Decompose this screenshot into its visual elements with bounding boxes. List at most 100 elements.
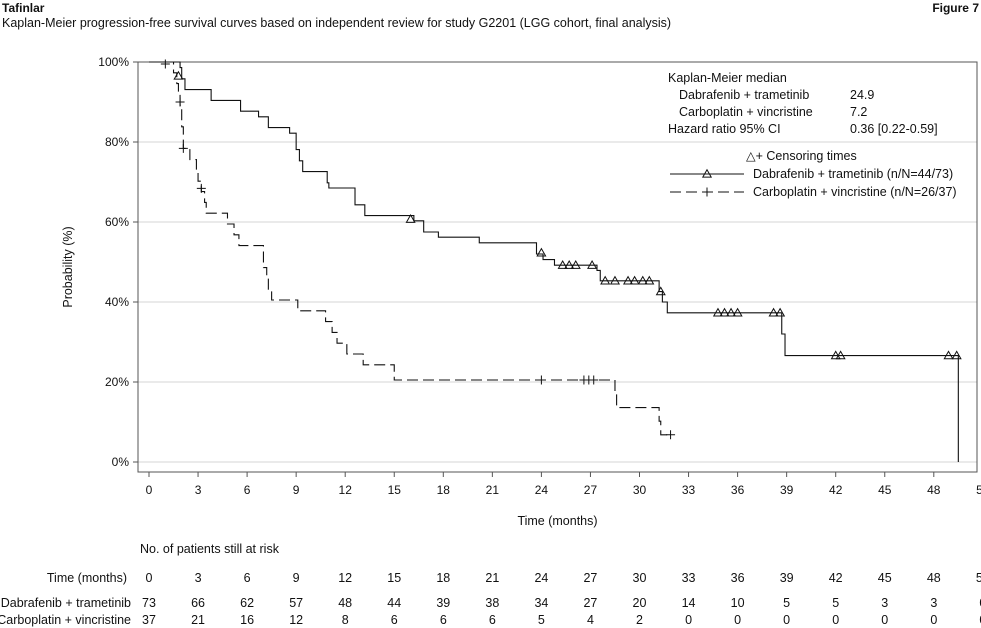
censor-mark: [564, 259, 575, 269]
figure-label: Figure 7: [932, 1, 979, 15]
censor-mark: [712, 307, 724, 317]
censor-mark: [719, 307, 730, 317]
censor-mark: [768, 307, 779, 317]
censor-mark: [160, 59, 170, 69]
x-tick-label: 3: [195, 483, 202, 497]
at-risk-count: 0: [881, 613, 888, 627]
at-risk-count: 6: [489, 613, 496, 627]
at-risk-count: 20: [633, 596, 647, 610]
at-risk-time: 0: [146, 571, 153, 585]
censor-mark: [557, 259, 568, 269]
survival-curves: [149, 59, 962, 462]
at-risk-time: 21: [485, 571, 499, 585]
at-risk-count: 12: [289, 613, 303, 627]
at-risk-time: 33: [682, 571, 696, 585]
at-risk-time: 36: [731, 571, 745, 585]
at-risk-time: 27: [583, 571, 597, 585]
censor-mark: [951, 350, 962, 360]
median-label: Dabrafenib + trametinib: [679, 88, 809, 102]
plot-frame: [137, 61, 978, 473]
censor-mark: [725, 307, 737, 317]
x-tick-label: 36: [731, 483, 745, 497]
censor-mark: [835, 350, 846, 360]
at-risk-count: 44: [387, 596, 401, 610]
series-1: [149, 59, 676, 440]
x-tick-label: 51: [976, 483, 981, 497]
at-risk-count: 48: [338, 596, 352, 610]
censor-mark: [830, 350, 841, 360]
at-risk-count: 3: [930, 596, 937, 610]
at-risk-count: 16: [240, 613, 254, 627]
at-risk-count: 0: [685, 613, 692, 627]
at-risk-count: 21: [191, 613, 205, 627]
at-risk-count: 38: [485, 596, 499, 610]
at-risk-count: 5: [832, 596, 839, 610]
x-tick-label: 39: [780, 483, 794, 497]
figure-subtitle: Kaplan-Meier progression-free survival c…: [2, 16, 672, 30]
censor-mark: [609, 275, 621, 285]
at-risk-time: 15: [387, 571, 401, 585]
censor-mark: [536, 247, 547, 257]
at-risk-count: 66: [191, 596, 205, 610]
y-axis-label: Probability (%): [61, 226, 75, 307]
at-risk-count: 0: [979, 613, 981, 627]
at-risk-count: 0: [734, 613, 741, 627]
censor-mark: [644, 275, 655, 285]
censor-mark: [589, 375, 599, 385]
at-risk-count: 27: [583, 596, 597, 610]
median-value: 24.9: [850, 88, 874, 102]
at-risk-count: 0: [783, 613, 790, 627]
at-risk-count: 2: [636, 613, 643, 627]
censoring-legend: △+ Censoring times: [746, 149, 857, 163]
at-risk-count: 3: [881, 596, 888, 610]
at-risk-time: 12: [338, 571, 352, 585]
median-label: Carboplatin + vincristine: [679, 105, 813, 119]
at-risk-time: 39: [780, 571, 794, 585]
at-risk-title: No. of patients still at risk: [140, 542, 280, 556]
median-label: Hazard ratio 95% CI: [668, 122, 781, 136]
at-risk-count: 37: [142, 613, 156, 627]
at-risk-time: 24: [534, 571, 548, 585]
x-tick-label: 6: [244, 483, 251, 497]
y-tick-label: 40%: [105, 295, 129, 309]
at-risk-time: 51: [976, 571, 981, 585]
at-risk-count: 0: [930, 613, 937, 627]
at-risk-count: 73: [142, 596, 156, 610]
x-tick-label: 30: [633, 483, 647, 497]
at-risk-count: 62: [240, 596, 254, 610]
censor-mark: [629, 275, 640, 285]
at-risk-count: 6: [391, 613, 398, 627]
censor-mark: [666, 430, 676, 440]
censor-mark: [775, 307, 786, 317]
x-tick-label: 48: [927, 483, 941, 497]
x-tick-label: 12: [339, 483, 353, 497]
at-risk-time: 18: [436, 571, 450, 585]
censor-mark: [570, 259, 581, 269]
censor-mark: [637, 275, 648, 285]
y-tick-label: 0%: [112, 455, 130, 469]
censor-mark: [943, 350, 954, 360]
legend: Kaplan-Meier median Dabrafenib + trametin…: [668, 71, 957, 199]
x-tick-label: 15: [388, 483, 402, 497]
censor-mark: [536, 375, 546, 385]
censor-mark: [655, 286, 666, 296]
legend-marker: [702, 187, 712, 197]
at-risk-count: 10: [731, 596, 745, 610]
at-risk-count: 5: [538, 613, 545, 627]
at-risk-time-label: Time (months): [47, 571, 127, 585]
at-risk-table: No. of patients still at risk Time (month…: [0, 542, 981, 627]
y-tick-label: 20%: [105, 375, 129, 389]
censor-mark: [175, 97, 185, 107]
at-risk-time: 30: [633, 571, 647, 585]
censor-mark: [196, 183, 206, 193]
survival-line: [149, 61, 671, 436]
y-tick-label: 80%: [105, 135, 129, 149]
at-risk-count: 4: [587, 613, 594, 627]
censor-mark: [178, 143, 188, 153]
at-risk-count: 39: [436, 596, 450, 610]
at-risk-count: 6: [440, 613, 447, 627]
x-tick-label: 18: [437, 483, 451, 497]
y-tick-label: 60%: [105, 215, 129, 229]
at-risk-count: 34: [534, 596, 548, 610]
